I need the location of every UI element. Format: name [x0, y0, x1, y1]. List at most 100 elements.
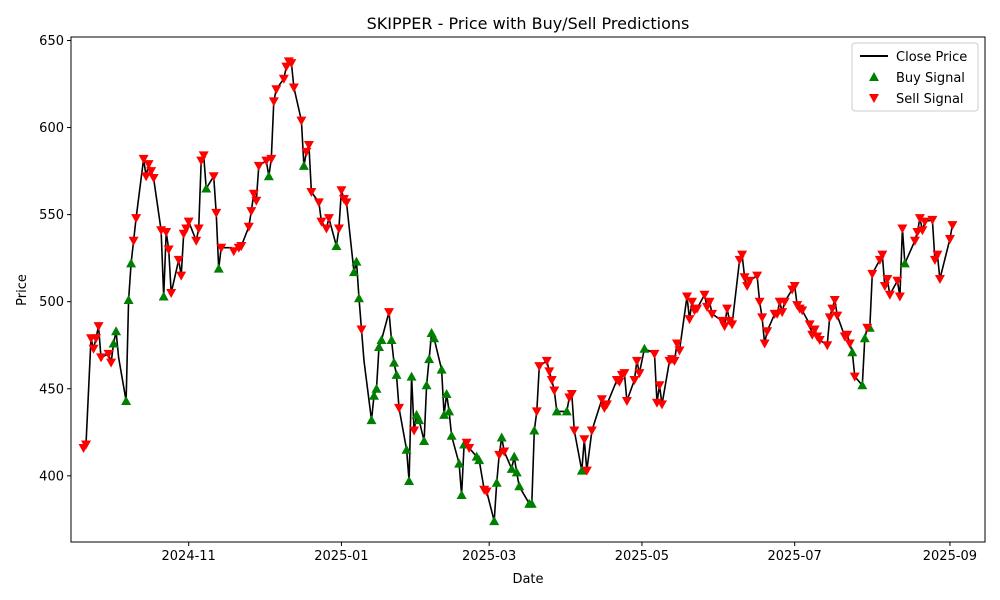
sell-signal-marker	[596, 395, 607, 405]
x-axis-ticks: 2024-11 2025-01 2025-03 2025-05 2025-07 2025-…	[162, 542, 977, 564]
sell-signal-marker	[278, 74, 289, 84]
sell-signal-marker	[173, 255, 184, 265]
sell-signal-marker	[211, 208, 222, 218]
buy-signal-marker	[639, 343, 650, 353]
legend-box	[851, 42, 979, 112]
buy-signal-marker	[121, 395, 132, 405]
sell-signal-marker	[867, 269, 878, 279]
sell-signal-marker	[717, 316, 728, 326]
sell-signal-marker	[296, 116, 307, 126]
buy-signal-marker	[439, 409, 450, 419]
sell-signal-marker	[849, 372, 860, 382]
sell-signal-marker	[944, 235, 955, 244]
sell-signal-marker	[754, 297, 765, 307]
buy-signal-marker	[419, 436, 430, 445]
buy-signal-marker	[391, 369, 402, 379]
sell-signal-marker	[947, 221, 958, 231]
y-axis-ticks: 400 450 500 550 600 650	[39, 34, 71, 484]
sell-signal-marker	[897, 224, 908, 234]
sell-signal-marker	[143, 160, 154, 170]
sell-signal-marker	[246, 207, 257, 217]
sell-signal-marker	[253, 161, 264, 171]
sell-signal-marker	[707, 309, 718, 319]
sell-signal-marker	[777, 308, 788, 318]
sell-signal-marker	[409, 426, 420, 436]
sell-signal-marker	[579, 435, 590, 445]
sell-signal-marker	[81, 440, 92, 450]
buy-signal-marker	[444, 406, 455, 416]
sell-signal-marker	[877, 250, 888, 260]
sell-signal-marker	[614, 377, 625, 387]
sell-signal-marker	[762, 327, 773, 337]
sell-signal-marker	[722, 304, 733, 314]
sell-signal-marker	[581, 466, 592, 476]
buy-signal-marker	[298, 160, 309, 170]
sell-signal-marker	[128, 236, 139, 246]
sell-signal-marker	[96, 353, 107, 363]
legend-label-buy: Buy Signal	[896, 71, 965, 86]
sell-signal-marker	[829, 295, 840, 305]
buy-signal-marker	[158, 291, 169, 301]
sell-signal-marker	[566, 389, 577, 399]
buy-signal-marker	[899, 258, 910, 268]
buy-signal-marker	[368, 390, 379, 400]
buy-signal-marker	[406, 371, 417, 381]
legend-sell-swatch	[869, 94, 879, 103]
legend: Close Price Buy Signal Sell Signal	[851, 42, 979, 112]
sell-signal-marker	[752, 271, 763, 281]
sell-signal-marker	[684, 315, 695, 325]
sell-signal-marker	[146, 167, 157, 177]
sell-signal-marker	[669, 356, 680, 366]
sell-signal-marker	[316, 217, 327, 227]
sell-signal-marker	[634, 369, 645, 379]
sell-signal-marker	[759, 339, 770, 349]
legend-buy-swatch	[869, 72, 879, 81]
sell-signal-marker	[323, 214, 334, 224]
buy-signal-marker	[576, 465, 587, 475]
sell-signal-marker	[198, 151, 209, 161]
buy-signal-marker	[389, 357, 400, 367]
sell-signal-marker	[106, 358, 117, 368]
sell-signal-marker	[461, 438, 472, 448]
buy-signal-marker	[456, 489, 467, 499]
sell-signal-marker	[687, 297, 698, 307]
buy-signal-marker	[123, 294, 134, 304]
sell-signal-marker	[248, 189, 259, 199]
buy-signal-marker	[126, 258, 137, 268]
sell-signal-marker	[243, 222, 254, 232]
buy-signal-marker	[351, 256, 362, 266]
buy-signal-marker	[489, 516, 500, 526]
sell-signal-marker	[166, 288, 177, 298]
sell-signal-marker	[544, 367, 555, 377]
buy-signal-marker	[441, 388, 452, 398]
sell-signal-marker	[797, 306, 808, 316]
sell-signal-marker	[789, 282, 800, 292]
sell-signal-marker	[236, 241, 247, 251]
buy-signal-marker	[561, 406, 572, 416]
y-tick-label: 400	[39, 469, 64, 484]
sell-signal-marker	[336, 186, 347, 196]
buy-signal-marker	[491, 477, 502, 487]
sell-signal-marker	[546, 376, 557, 386]
sell-signal-marker	[892, 276, 903, 286]
sell-signal-marker	[832, 311, 843, 321]
sell-signal-marker	[822, 341, 833, 351]
x-tick-label: 2025-07	[768, 549, 822, 564]
sell-signal-marker	[934, 275, 945, 285]
sell-signal-marker	[809, 325, 820, 335]
sell-signal-marker	[744, 276, 755, 286]
sell-signal-marker	[814, 336, 825, 345]
x-tick-label: 2024-11	[162, 549, 216, 564]
sell-signal-marker	[586, 426, 597, 436]
sell-signal-marker	[286, 59, 297, 69]
buy-signal-marker	[376, 335, 387, 344]
sell-signal-marker	[719, 322, 730, 332]
sell-signal-marker	[268, 97, 279, 107]
sell-signal-marker	[656, 400, 667, 410]
sell-signal-marker	[879, 282, 890, 292]
sell-signal-marker	[842, 330, 853, 340]
sell-signal-marker	[394, 403, 405, 413]
sell-signal-marker	[682, 292, 693, 302]
